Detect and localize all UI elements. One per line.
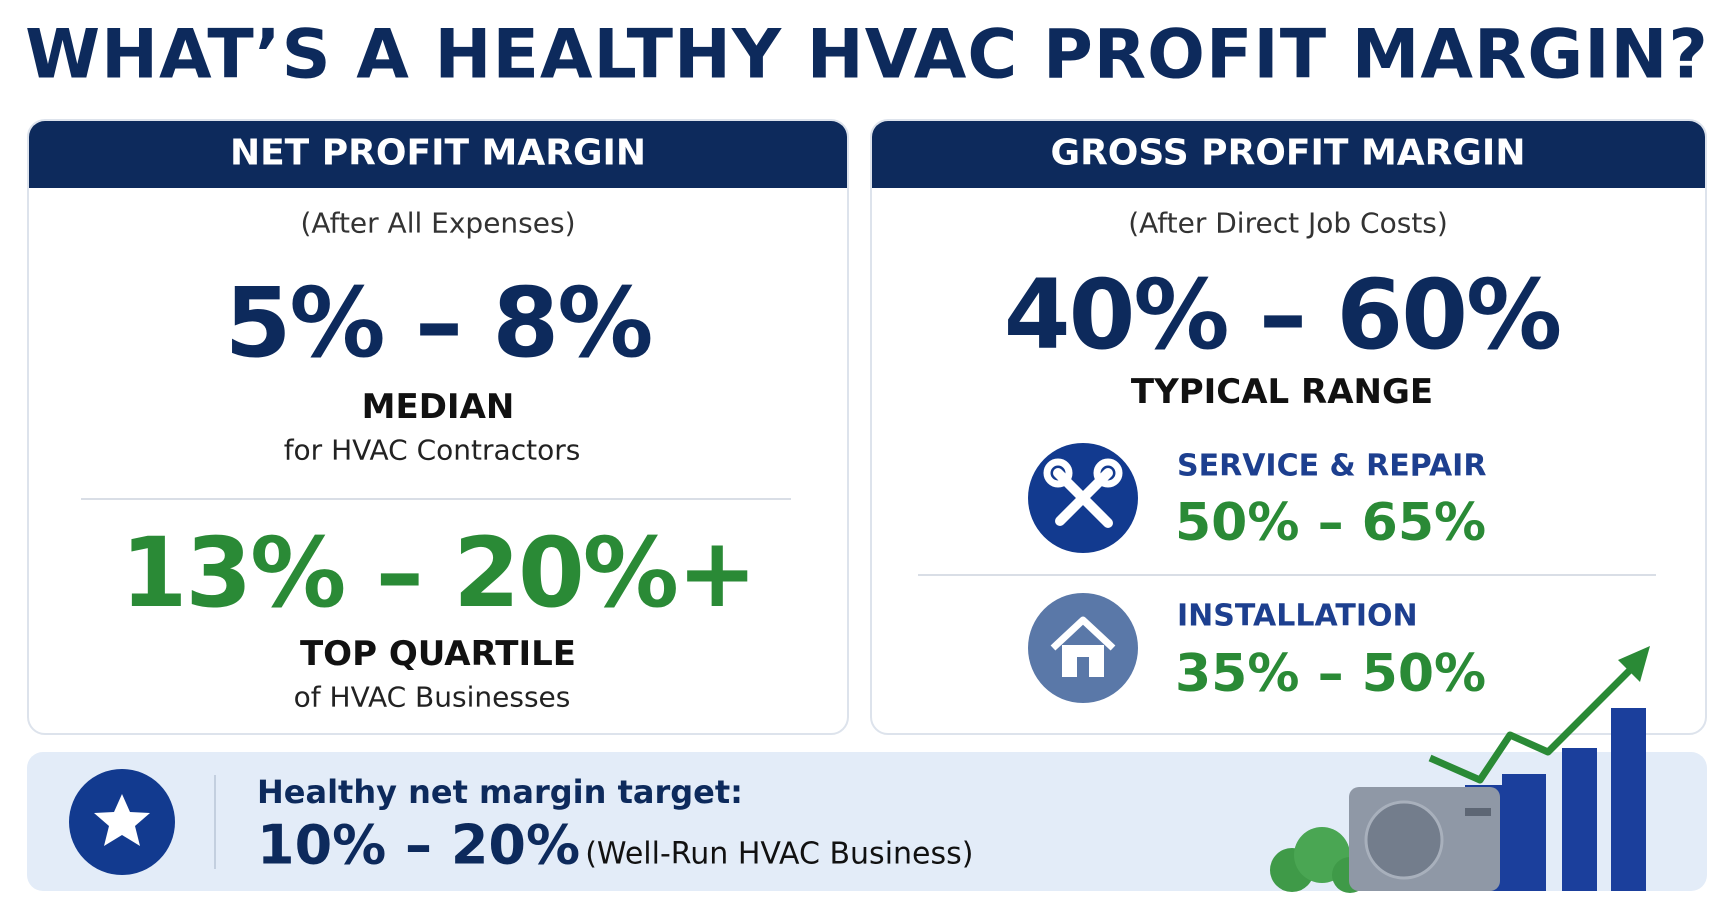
net-subtitle: (After All Expenses) <box>300 206 576 240</box>
top-quartile-note: of HVAC Businesses <box>293 680 571 714</box>
target-note: (Well-Run HVAC Business) <box>585 836 974 872</box>
gross-label: TYPICAL RANGE <box>1130 372 1434 412</box>
gross-header: GROSS PROFIT MARGIN <box>1050 132 1526 174</box>
segment-range: 50% – 65% <box>1175 493 1487 553</box>
target-line: 10% – 20% (Well-Run HVAC Business) <box>257 814 973 877</box>
segment-label: INSTALLATION <box>1177 598 1418 634</box>
gross-subtitle: (After Direct Job Costs) <box>1128 206 1448 240</box>
banner-divider <box>214 775 216 869</box>
median-range: 5% – 8% <box>224 267 654 379</box>
divider <box>81 498 791 500</box>
median-label: MEDIAN <box>361 387 515 427</box>
target-range: 10% – 20% <box>257 813 581 877</box>
segment-range: 35% – 50% <box>1175 644 1487 704</box>
net-card <box>27 119 849 735</box>
median-note: for HVAC Contractors <box>283 433 581 467</box>
gross-range: 40% – 60% <box>1003 259 1562 371</box>
net-header-bar <box>29 121 847 188</box>
segment-label: SERVICE & REPAIR <box>1177 448 1487 484</box>
net-header: NET PROFIT MARGIN <box>229 132 647 174</box>
top-quartile-label: TOP QUARTILE <box>299 634 577 674</box>
gross-header-bar <box>872 121 1705 188</box>
divider <box>918 574 1656 576</box>
page-title: WHAT’S A HEALTHY HVAC PROFIT MARGIN? <box>25 15 1709 95</box>
top-quartile-range: 13% – 20%+ <box>120 517 758 629</box>
target-label: Healthy net margin target: <box>257 773 743 811</box>
gross-card <box>870 119 1707 735</box>
